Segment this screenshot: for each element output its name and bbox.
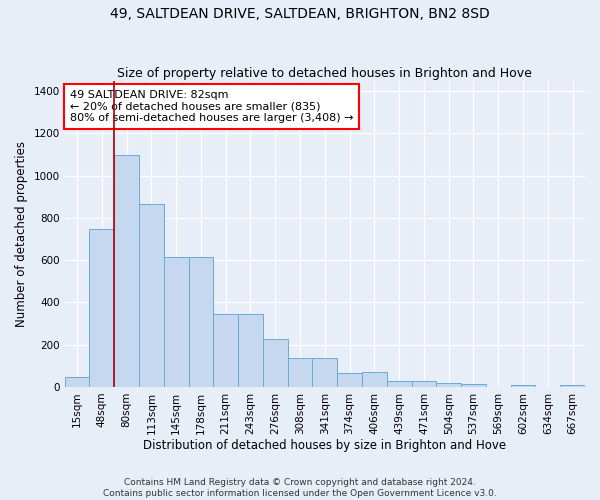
- Bar: [139, 204, 164, 387]
- Bar: [89, 228, 114, 387]
- Bar: [114, 154, 139, 387]
- Bar: [188, 257, 214, 387]
- Bar: [214, 314, 238, 387]
- Bar: [560, 385, 585, 387]
- Bar: [238, 314, 263, 387]
- Y-axis label: Number of detached properties: Number of detached properties: [15, 141, 28, 327]
- Bar: [362, 372, 387, 387]
- Bar: [412, 380, 436, 387]
- Bar: [387, 380, 412, 387]
- Text: 49, SALTDEAN DRIVE, SALTDEAN, BRIGHTON, BN2 8SD: 49, SALTDEAN DRIVE, SALTDEAN, BRIGHTON, …: [110, 8, 490, 22]
- Text: 49 SALTDEAN DRIVE: 82sqm
← 20% of detached houses are smaller (835)
80% of semi-: 49 SALTDEAN DRIVE: 82sqm ← 20% of detach…: [70, 90, 353, 123]
- Bar: [337, 373, 362, 387]
- Bar: [65, 377, 89, 387]
- Text: Contains HM Land Registry data © Crown copyright and database right 2024.
Contai: Contains HM Land Registry data © Crown c…: [103, 478, 497, 498]
- Bar: [511, 385, 535, 387]
- Bar: [313, 358, 337, 387]
- Title: Size of property relative to detached houses in Brighton and Hove: Size of property relative to detached ho…: [118, 66, 532, 80]
- Bar: [436, 382, 461, 387]
- Bar: [164, 257, 188, 387]
- Bar: [263, 340, 287, 387]
- X-axis label: Distribution of detached houses by size in Brighton and Hove: Distribution of detached houses by size …: [143, 440, 506, 452]
- Bar: [461, 384, 486, 387]
- Bar: [287, 358, 313, 387]
